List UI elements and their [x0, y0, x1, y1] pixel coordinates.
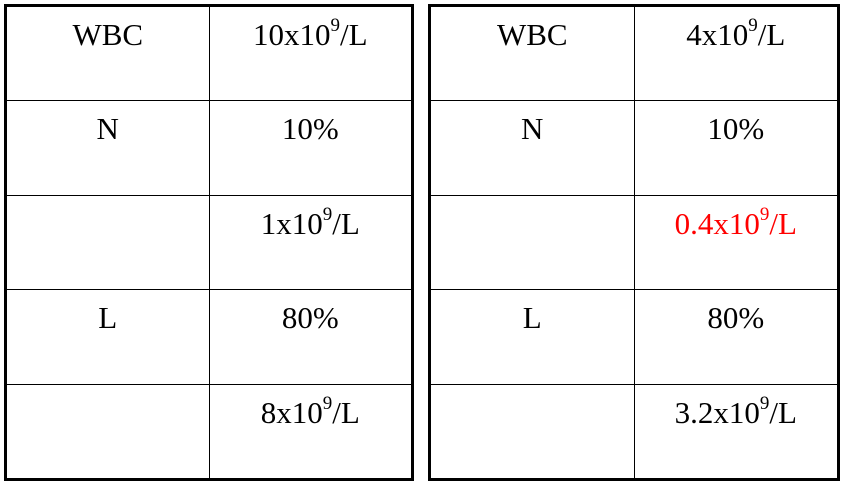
table-row: WBC 10x109/L — [5, 5, 413, 101]
table-row: 0.4x109/L — [429, 194, 839, 291]
exponent-text: 9 — [759, 203, 770, 225]
unit-text: /L — [339, 17, 368, 52]
label-text: L — [98, 300, 118, 336]
exponent-text: 9 — [330, 15, 340, 36]
unit-text: /L — [769, 395, 797, 431]
row-label: L — [5, 289, 210, 386]
unit-text: /L — [757, 17, 786, 52]
value-text: 10% — [707, 110, 765, 146]
exponent-text: 9 — [759, 393, 770, 415]
table-row: N 10% — [429, 99, 839, 196]
value-text: 10x10 — [252, 17, 331, 52]
row-value: 8x109/L — [208, 384, 413, 480]
unit-text: /L — [332, 395, 360, 431]
row-value: 10x109/L — [208, 5, 413, 101]
row-value: 4x109/L — [633, 5, 839, 101]
left-table: WBC 10x109/L N 10% 1x109/L L 80% 8x109/L — [4, 4, 414, 481]
value-text: 1x10 — [260, 205, 323, 241]
row-label: N — [429, 99, 635, 196]
table-row: 1x109/L — [5, 194, 413, 291]
row-label — [5, 384, 210, 480]
exponent-text: 9 — [322, 393, 333, 415]
row-value: 3.2x109/L — [633, 384, 839, 480]
value-text: 8x10 — [260, 395, 323, 431]
row-label — [5, 194, 210, 291]
row-value: 80% — [208, 289, 413, 386]
row-label: L — [429, 289, 635, 386]
label-text: WBC — [496, 17, 568, 52]
value-text: 4x10 — [686, 17, 749, 52]
value-text: 10% — [281, 110, 339, 146]
table-row: L 80% — [5, 289, 413, 386]
exponent-text: 9 — [322, 203, 333, 225]
table-row: WBC 4x109/L — [429, 5, 839, 101]
table-row: 3.2x109/L — [429, 384, 839, 480]
value-text: 0.4x10 — [674, 205, 760, 241]
right-table: WBC 4x109/L N 10% 0.4x109/L L 80% 3.2x109/L — [428, 4, 840, 481]
label-text: N — [521, 110, 544, 146]
row-label: WBC — [5, 5, 210, 101]
row-value: 1x109/L — [208, 194, 413, 291]
row-value: 10% — [633, 99, 839, 196]
table-row: L 80% — [429, 289, 839, 386]
row-label: WBC — [429, 5, 635, 101]
exponent-text: 9 — [748, 15, 758, 36]
row-value: 10% — [208, 99, 413, 196]
table-row: N 10% — [5, 99, 413, 196]
row-label — [429, 384, 635, 480]
unit-text: /L — [332, 205, 360, 241]
label-text: L — [522, 300, 542, 336]
label-text: N — [96, 110, 119, 146]
row-label: N — [5, 99, 210, 196]
row-value: 80% — [633, 289, 839, 386]
unit-text: /L — [769, 205, 797, 241]
row-value: 0.4x109/L — [633, 194, 839, 291]
label-text: WBC — [72, 17, 144, 52]
value-text: 3.2x10 — [674, 395, 760, 431]
value-text: 80% — [707, 300, 765, 336]
table-row: 8x109/L — [5, 384, 413, 480]
row-label — [429, 194, 635, 291]
value-text: 80% — [281, 300, 339, 336]
